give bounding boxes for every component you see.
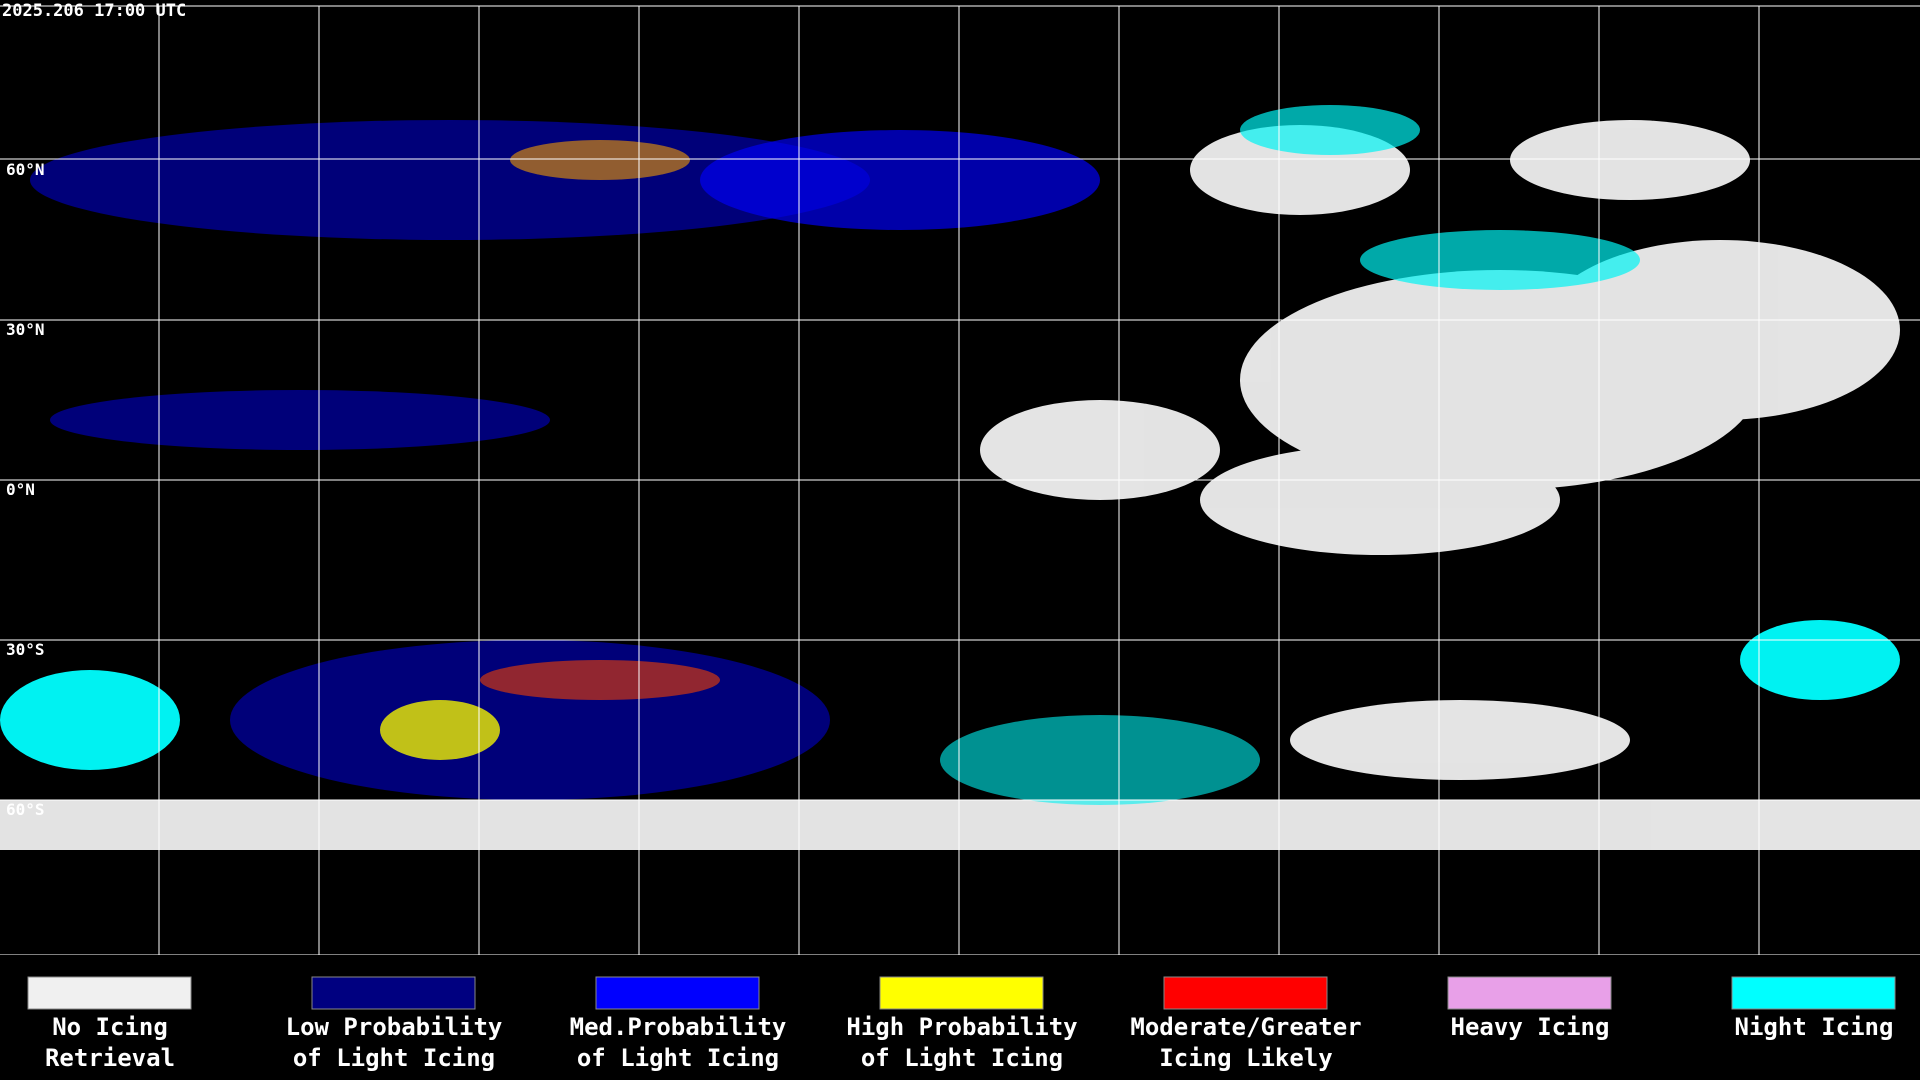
latitude-label: 60°S <box>6 800 45 819</box>
latitude-label: 30°N <box>6 320 45 339</box>
legend-swatch <box>311 976 476 1010</box>
icing-area <box>510 140 690 180</box>
legend-label: High Probability <box>846 1013 1077 1041</box>
no-icing-area <box>980 400 1220 500</box>
legend-swatch <box>1163 976 1328 1010</box>
legend-label: of Light Icing <box>577 1044 779 1072</box>
night-icing-area <box>0 670 180 770</box>
no-icing-area <box>1200 445 1560 555</box>
legend-label: of Light Icing <box>293 1044 495 1072</box>
legend-swatch <box>595 976 760 1010</box>
legend-label: No Icing <box>52 1013 168 1041</box>
latitude-label: 30°S <box>6 640 45 659</box>
cloud-fields <box>0 105 1920 850</box>
latitude-label: 60°N <box>6 160 45 179</box>
legend-label: Retrieval <box>45 1044 175 1072</box>
legend-label: Icing Likely <box>1159 1044 1332 1072</box>
night-icing-area <box>1360 230 1640 290</box>
legend-label: Moderate/Greater <box>1130 1013 1361 1041</box>
night-icing-area <box>940 715 1260 805</box>
legend-swatch <box>879 976 1044 1010</box>
high-icing-area <box>380 700 500 760</box>
moderate-icing-area <box>480 660 720 700</box>
no-icing-area <box>1510 120 1750 200</box>
legend-label: Heavy Icing <box>1451 1013 1610 1041</box>
latitude-label: 0°N <box>6 480 35 499</box>
no-icing-band <box>0 800 1920 850</box>
timestamp: 2025.206 17:00 UTC <box>2 1 186 21</box>
legend-swatch <box>1447 976 1612 1010</box>
night-icing-area <box>1740 620 1900 700</box>
no-icing-area <box>1540 240 1900 420</box>
legend-swatch <box>27 976 192 1010</box>
night-icing-area <box>1240 105 1420 155</box>
legend-background <box>0 955 1920 1080</box>
legend-swatch <box>1731 976 1896 1010</box>
no-icing-area <box>1290 700 1630 780</box>
legend-label: of Light Icing <box>861 1044 1063 1072</box>
med-icing-area <box>700 130 1100 230</box>
legend-label: Low Probability <box>286 1013 503 1041</box>
low-icing-area <box>50 390 550 450</box>
legend-label: Night Icing <box>1735 1013 1894 1041</box>
legend-label: Med.Probability <box>570 1013 787 1041</box>
